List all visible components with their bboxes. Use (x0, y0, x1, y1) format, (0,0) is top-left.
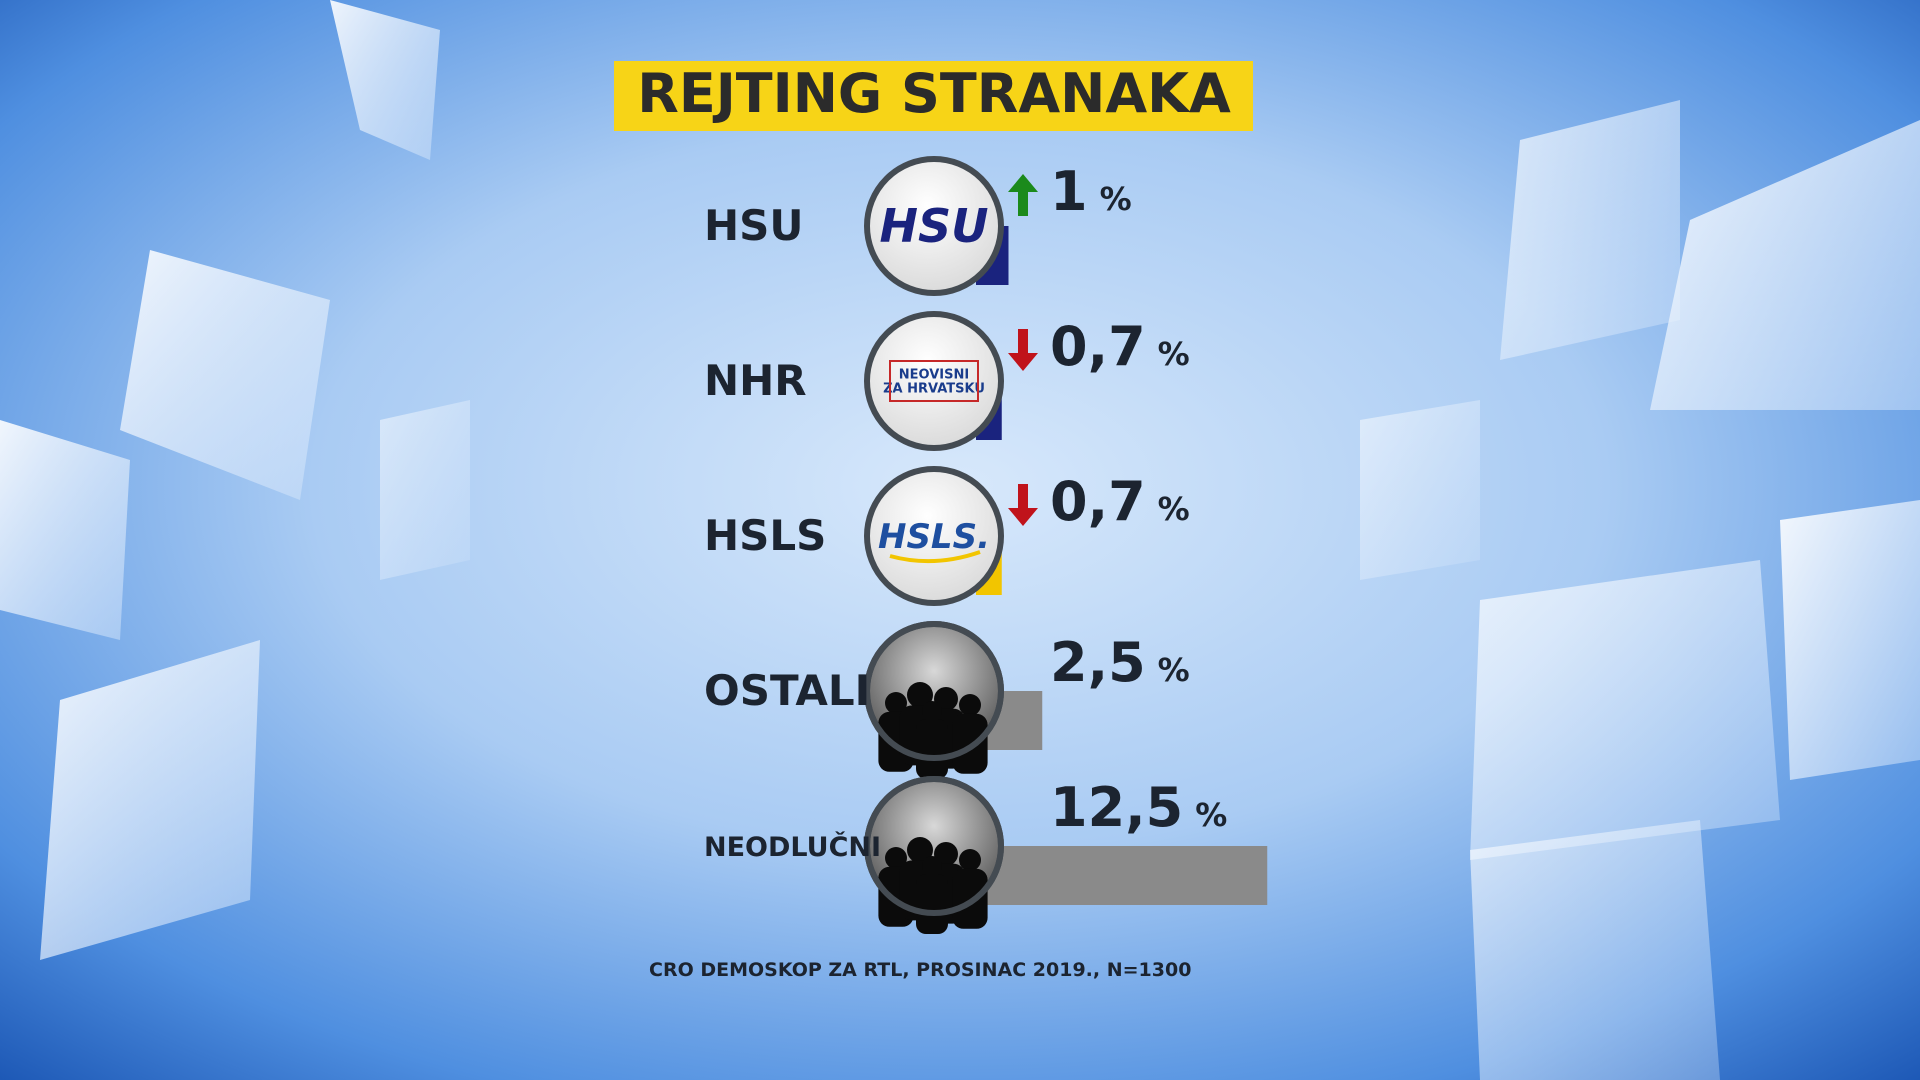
body (916, 874, 948, 934)
head (885, 847, 907, 869)
chart-title: REJTING STRANAKA (637, 62, 1231, 125)
body (916, 719, 948, 779)
category-label: HSU (704, 201, 804, 250)
category-label: NEODLUČNI (704, 831, 881, 863)
body (952, 713, 988, 774)
source-note: CRO DEMOSKOP ZA RTL, PROSINAC 2019., N=1… (649, 959, 1191, 981)
logo-text: NEOVISNI (899, 367, 969, 382)
head (907, 837, 933, 863)
bar (976, 846, 1268, 905)
logo-ring (864, 466, 1004, 606)
value-unit: % (1100, 180, 1132, 218)
head (922, 856, 942, 876)
logo-text: HSLS. (878, 517, 990, 557)
crowd-silhouette (878, 837, 988, 934)
logo-edge (864, 621, 1004, 761)
value-number: 2,5 (1050, 631, 1146, 694)
trend-arrow (1008, 484, 1038, 526)
value-unit: % (1195, 796, 1227, 834)
value-unit: % (1158, 651, 1190, 689)
value-label: 2,5% (1050, 631, 1190, 694)
value-number: 0,7 (1050, 470, 1146, 533)
value-unit: % (1158, 490, 1190, 528)
value-unit: % (1158, 335, 1190, 373)
head (922, 701, 942, 721)
value-number: 1 (1050, 160, 1088, 223)
head (885, 692, 907, 714)
category-label: HSLS (704, 511, 826, 560)
logo-text: HSU (880, 199, 989, 253)
logo-swoosh (889, 550, 981, 564)
head (959, 694, 981, 716)
logo-text: ZA HRVATSKU (883, 382, 985, 397)
category-label: OSTALI (704, 666, 870, 715)
trend-arrow (1008, 329, 1038, 371)
logo-frame (889, 360, 979, 402)
trend-arrow (1008, 174, 1038, 216)
body (952, 868, 988, 929)
value-number: 0,7 (1050, 315, 1146, 378)
title-box (614, 61, 1253, 131)
head (907, 682, 933, 708)
value-label: 0,7% (1050, 470, 1190, 533)
logo-ring (864, 156, 1004, 296)
head (959, 849, 981, 871)
logo-edge (864, 776, 1004, 916)
value-number: 12,5 (1050, 776, 1183, 839)
value-label: 0,7% (1050, 315, 1190, 378)
logo-ring (864, 311, 1004, 451)
value-label: 12,5% (1050, 776, 1227, 839)
value-label: 1% (1050, 160, 1132, 223)
category-label: NHR (704, 356, 807, 405)
